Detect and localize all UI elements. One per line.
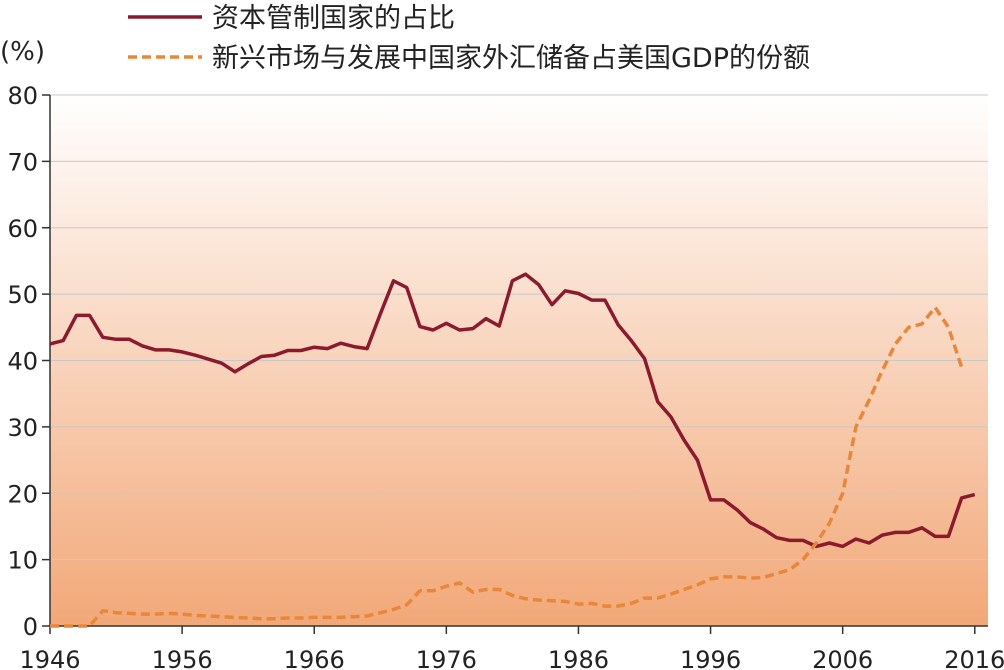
x-tick-label: 1986 xyxy=(548,646,609,670)
y-tick-label: 0 xyxy=(23,613,38,641)
layer: 0 10 20 30 40 50 60 70 80 1946 1956 1966 1976 1986 199… xyxy=(7,3,1004,670)
y-tick-label: 80 xyxy=(7,82,38,110)
y-tick-label: 10 xyxy=(7,547,38,575)
legend-label: 资本管制国家的占比 xyxy=(212,3,455,34)
series-line xyxy=(49,272,976,549)
x-tick-label: 2016 xyxy=(944,646,1004,670)
y-axis-label: (%) xyxy=(0,37,45,67)
x-tick-label: 1956 xyxy=(152,646,213,670)
x-tick-label: 1946 xyxy=(19,646,80,670)
y-tick-label: 50 xyxy=(7,281,38,309)
y-tick-label: 30 xyxy=(7,414,38,442)
series-line xyxy=(50,305,964,628)
legend-label: 新兴市场与发展中国家外汇储备占美国GDP的份额 xyxy=(212,43,810,74)
y-tick-label: 60 xyxy=(7,215,38,243)
x-tick-label: 1966 xyxy=(284,646,345,670)
y-tick-label: 20 xyxy=(7,480,38,508)
x-tick-label: 1996 xyxy=(680,646,741,670)
y-tick-label: 70 xyxy=(7,148,38,176)
x-tick-label: 1976 xyxy=(416,646,477,670)
x-tick-label: 2006 xyxy=(812,646,873,670)
y-tick-label: 40 xyxy=(7,348,38,376)
